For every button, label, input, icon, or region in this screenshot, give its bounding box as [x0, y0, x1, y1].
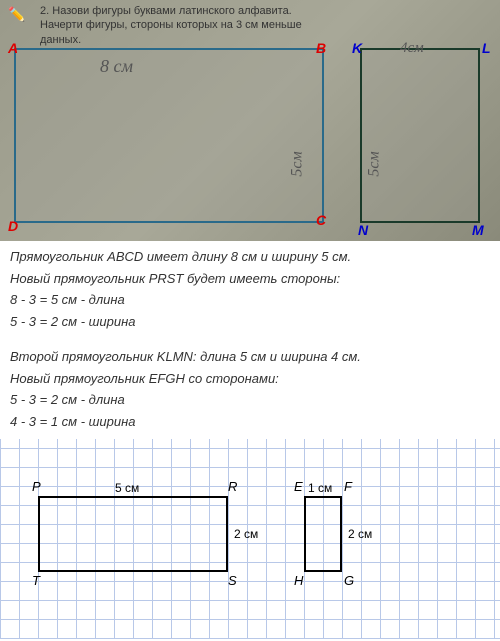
vertex-c: C — [316, 212, 326, 228]
vertex-e: E — [294, 479, 303, 494]
dim-new-2cm-2: 2 см — [348, 527, 372, 541]
vertex-h: H — [294, 573, 303, 588]
vertex-f: F — [344, 479, 352, 494]
vertex-m: M — [472, 222, 484, 238]
solution-p1: Прямоугольник ABCD имеет длину 8 см и ши… — [10, 247, 490, 267]
vertex-k: K — [352, 40, 362, 56]
dim-8cm: 8 см — [100, 56, 133, 77]
solution-p5: Второй прямоугольник KLMN: длина 5 см и … — [10, 347, 490, 367]
task-number: 2. — [40, 5, 49, 17]
solution-p6: Новый прямоугольник EFGH со сторонами: — [10, 369, 490, 389]
solution-p2: Новый прямоугольник PRST будет имееть ст… — [10, 269, 490, 289]
rectangle-efgh — [304, 496, 342, 572]
vertex-b: B — [316, 40, 326, 56]
vertex-r: R — [228, 479, 237, 494]
vertex-s: S — [228, 573, 237, 588]
dim-new-5cm: 5 см — [115, 481, 139, 495]
solution-p3: 8 - 3 = 5 см - длина — [10, 290, 490, 310]
dim-new-1cm: 1 см — [308, 481, 332, 495]
solution-p4: 5 - 3 = 2 см - ширина — [10, 312, 490, 332]
vertex-p: P — [32, 479, 41, 494]
solution-p8: 4 - 3 = 1 см - ширина — [10, 412, 490, 432]
task-line2: Начерти фигуры, стороны которых на 3 см … — [40, 19, 302, 31]
photo-section: ✏️ 2. Назови фигуры буквами латинского а… — [0, 0, 500, 241]
vertex-d: D — [8, 218, 18, 234]
solution-section: Прямоугольник ABCD имеет длину 8 см и ши… — [0, 241, 500, 439]
solution-p7: 5 - 3 = 2 см - длина — [10, 390, 490, 410]
grid-section: P R S T 5 см 2 см E F G H 1 см 2 см — [0, 439, 500, 639]
spacer — [10, 333, 490, 345]
rectangle-abcd — [14, 48, 324, 223]
task-line1: Назови фигуры буквами латинского алфавит… — [52, 5, 292, 17]
vertex-n: N — [358, 222, 368, 238]
vertex-g: G — [344, 573, 354, 588]
dim-4cm: 4см — [400, 40, 424, 57]
rectangle-klmn — [360, 48, 480, 223]
rectangle-prst — [38, 496, 228, 572]
vertex-t: T — [32, 573, 40, 588]
vertex-a: A — [8, 40, 18, 56]
dim-new-2cm-1: 2 см — [234, 527, 258, 541]
dim-5cm-1: 5см — [289, 151, 307, 176]
vertex-l: L — [482, 40, 491, 56]
dim-5cm-2: 5см — [366, 151, 384, 176]
task-line3: данных. — [40, 34, 81, 46]
pencil-icon: ✏️ — [8, 6, 25, 23]
